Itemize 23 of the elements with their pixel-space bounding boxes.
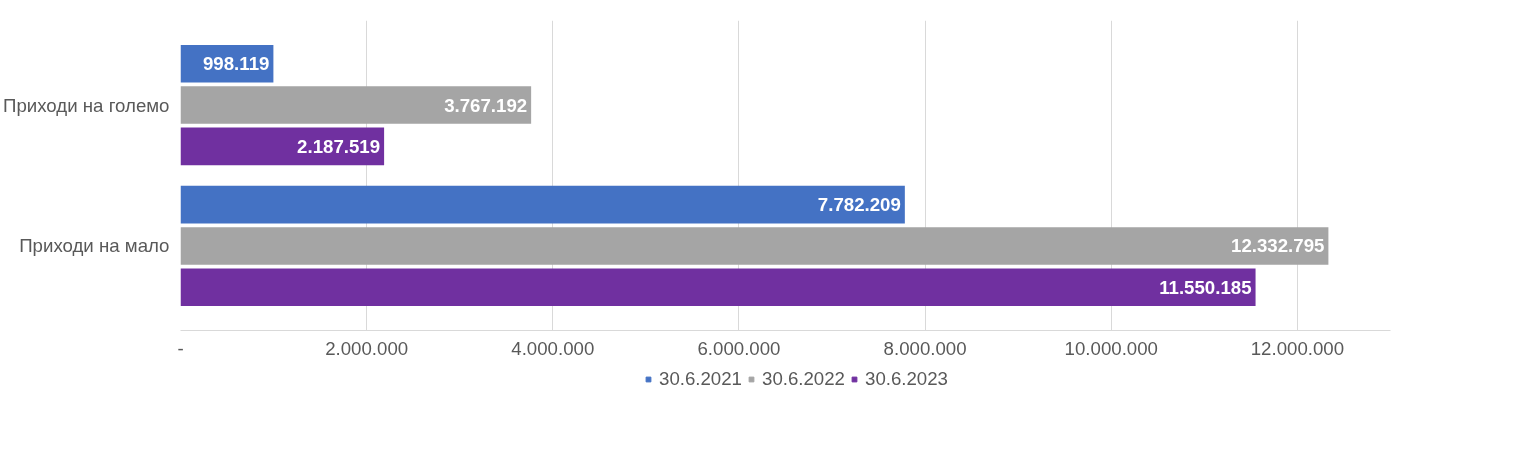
x-tick-label: 2.000.000 (325, 337, 409, 359)
y-tick-label: Приходи на мало (19, 235, 170, 257)
legend-label: 30.6.2022 (762, 368, 845, 390)
legend-label: 30.6.2023 (865, 368, 948, 390)
legend-label: 30.6.2021 (659, 368, 742, 390)
data-label: 7.782.209 (817, 194, 901, 216)
x-tick-label: 8.000.000 (883, 337, 967, 359)
x-tick-label: 12.000.000 (1250, 337, 1345, 359)
data-label: 3.767.192 (444, 94, 528, 116)
data-label: 2.187.519 (297, 135, 381, 157)
bar (180, 86, 532, 124)
x-tick-label: 6.000.000 (697, 337, 781, 359)
bar (180, 227, 1329, 265)
x-tick-label: 10.000.000 (1064, 337, 1158, 359)
bar (180, 185, 905, 224)
x-tick-label: 4.000.000 (511, 337, 595, 359)
y-tick-label: Приходи на големо (3, 94, 170, 116)
data-label: 11.550.185 (1159, 276, 1252, 298)
x-tick-label: - (177, 337, 184, 359)
data-label: 998.119 (202, 53, 270, 75)
bar (180, 127, 385, 166)
data-label: 12.332.795 (1231, 235, 1325, 257)
bar (180, 268, 1256, 307)
